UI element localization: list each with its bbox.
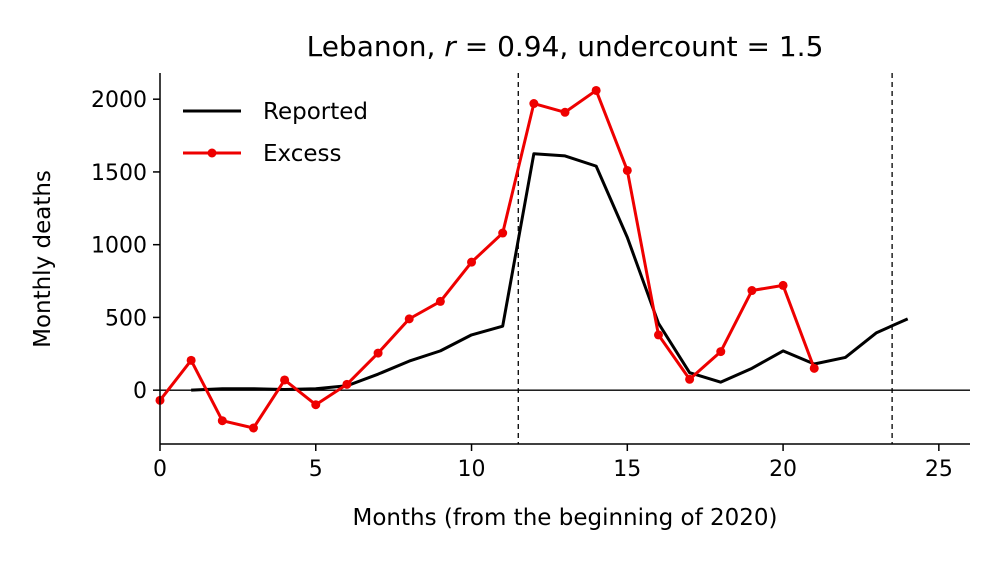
legend: Reported Excess <box>183 99 368 167</box>
series-excess-point <box>186 355 196 365</box>
y-tick-label: 1000 <box>91 234 147 259</box>
series-excess-point <box>716 347 726 357</box>
series-excess-point <box>435 296 445 306</box>
series-excess-point <box>778 280 788 290</box>
x-tick-label: 0 <box>153 457 167 482</box>
series-excess-point <box>217 416 227 426</box>
x-tick-label: 20 <box>769 457 797 482</box>
series-excess-point <box>467 257 477 267</box>
y-tick-label: 0 <box>133 379 147 404</box>
legend-excess-label: Excess <box>263 141 342 167</box>
title-r-symbol: r <box>444 30 457 63</box>
legend-reported-label: Reported <box>263 99 368 125</box>
y-tick-label: 500 <box>105 306 147 331</box>
y-axis-label: Monthly deaths <box>30 170 56 348</box>
series-excess-point <box>685 374 695 384</box>
x-tick-label: 25 <box>925 457 953 482</box>
series-excess-point <box>560 107 570 117</box>
y-tick-label: 1500 <box>91 161 147 186</box>
y-tick-label: 2000 <box>91 88 147 113</box>
chart-title: Lebanon, r = 0.94, undercount = 1.5 <box>307 30 824 63</box>
series-excess-point <box>342 379 352 389</box>
series-excess-point <box>653 330 663 340</box>
series-excess-point <box>529 99 539 109</box>
series-excess-point <box>622 165 632 175</box>
series-excess-line <box>158 88 816 430</box>
x-axis-label: Months (from the beginning of 2020) <box>352 505 777 531</box>
x-tick-label: 5 <box>309 457 323 482</box>
series-excess-point <box>498 228 508 238</box>
series-excess-point <box>591 85 601 95</box>
series-excess-point <box>280 375 290 385</box>
series-reported-line <box>191 152 909 392</box>
x-tick-label: 10 <box>458 457 486 482</box>
series-excess-point <box>311 400 321 410</box>
series-excess-point <box>404 314 414 324</box>
x-tick-label: 15 <box>613 457 641 482</box>
series-excess-point <box>248 423 258 433</box>
legend-excess-marker <box>207 148 217 158</box>
series-excess-point <box>747 286 757 296</box>
plot-area: 0 5 10 15 20 25 0 500 1000 1500 2000 <box>91 73 970 482</box>
title-prefix: Lebanon, <box>307 30 445 63</box>
title-r-value: = 0.94, undercount = 1.5 <box>456 30 824 63</box>
series-excess-point <box>373 348 383 358</box>
series-excess-point <box>809 363 819 373</box>
